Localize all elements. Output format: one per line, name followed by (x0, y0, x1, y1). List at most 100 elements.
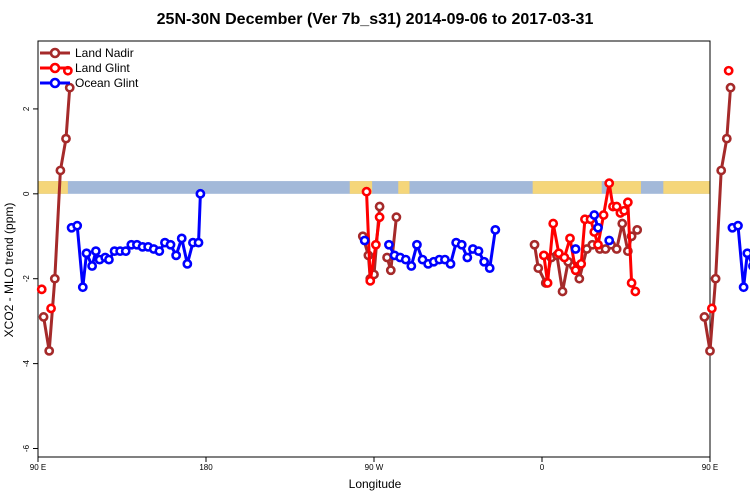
land-glint-point (559, 252, 570, 263)
land-glint-point (622, 197, 633, 208)
ocean-glint-point (412, 239, 422, 250)
ocean-glint-point (484, 263, 495, 274)
x-tick-label: 0 (540, 463, 545, 472)
land-nadir-line (702, 87, 733, 353)
land-nadir-point (391, 212, 402, 223)
land-nadir-point (55, 165, 66, 176)
land-band-segment (38, 181, 68, 194)
ocean-glint-point (742, 248, 750, 259)
land-glint-point (542, 278, 553, 288)
land-band-segment (532, 181, 602, 194)
x-tick-label: 90 E (702, 463, 718, 472)
ocean-glint-point (400, 254, 411, 265)
land-nadir-point (533, 263, 544, 274)
land-nadir-point (38, 312, 49, 322)
land-nadir-point (611, 244, 622, 254)
ocean-glint-line (731, 224, 750, 289)
surface-band (38, 181, 710, 194)
land-nadir-point (574, 273, 585, 284)
x-axis-label: Longitude (349, 477, 402, 491)
ocean-glint-point (193, 237, 204, 248)
land-glint-point (361, 186, 372, 197)
ocean-glint-point (479, 256, 490, 267)
chart-title: 25N-30N December (Ver 7b_s31) 2014-09-06… (157, 11, 594, 28)
ocean-glint-point (120, 246, 131, 257)
ocean-glint-point (90, 246, 101, 257)
land-nadir-point (529, 239, 540, 250)
land-band-segment (398, 181, 410, 194)
land-glint-point (706, 303, 717, 314)
ocean-glint-point (462, 252, 473, 263)
y-tick-label: -6 (22, 444, 31, 452)
land-nadir-line (42, 87, 72, 353)
land-glint-point (374, 212, 385, 223)
ocean-glint-point (87, 261, 98, 271)
ocean-glint-point (570, 244, 581, 254)
land-nadir-point (725, 82, 736, 93)
land-nadir-point (49, 273, 60, 284)
land-nadir-point (705, 345, 715, 356)
y-tick-label: -2 (22, 275, 31, 283)
ocean-glint-point (359, 235, 370, 246)
land-nadir-point (716, 165, 727, 176)
ocean-glint-point (72, 220, 83, 231)
land-glint-point (619, 205, 630, 216)
land-glint-point (46, 303, 56, 314)
land-nadir-point (382, 252, 392, 263)
land-nadir-point (721, 133, 732, 144)
legend-label: Ocean Glint (75, 76, 139, 90)
x-tick-label: 90 E (30, 463, 46, 472)
legend-swatch-marker (49, 47, 61, 59)
series-layer (36, 65, 750, 356)
land-glint-point (723, 65, 734, 76)
land-glint-point (538, 250, 549, 261)
x-tick-label: 180 (199, 463, 213, 472)
land-glint-point (570, 265, 581, 276)
ocean-glint-point (406, 261, 417, 271)
series-land-nadir (38, 82, 736, 356)
x-axis: 90 E 180 90 W 0 90 E (30, 457, 718, 472)
land-nadir-point (617, 218, 628, 229)
land-band-segment (663, 181, 710, 194)
y-axis-label: XCO2 - MLO trend (ppm) (2, 203, 16, 338)
land-glint-line (365, 191, 382, 283)
land-nadir-point (385, 265, 396, 276)
land-nadir-point (557, 286, 568, 297)
ocean-glint-point (473, 246, 484, 257)
ocean-glint-point (384, 239, 394, 250)
ocean-glint-point (604, 235, 615, 246)
ocean-glint-point (738, 282, 749, 293)
land-glint-point (36, 284, 47, 295)
land-glint-point (593, 239, 603, 250)
land-nadir-point (64, 82, 75, 93)
land-glint-point (604, 178, 615, 189)
y-tick-label: 2 (22, 106, 31, 111)
land-glint-point (576, 258, 587, 269)
ocean-glint-point (104, 254, 114, 265)
y-tick-label: 0 (22, 191, 31, 196)
series-ocean-glint (66, 188, 750, 293)
ocean-glint-point (176, 233, 187, 244)
y-axis: 2 0 -2 -4 -6 (22, 106, 38, 452)
x-tick-label: 90 W (365, 463, 384, 472)
ocean-glint-point (195, 188, 206, 199)
ocean-glint-point (490, 224, 501, 235)
land-glint-point (630, 286, 641, 297)
land-glint-point (598, 210, 609, 220)
land-band-segment (607, 181, 641, 194)
ocean-glint-point (182, 258, 193, 269)
land-nadir-point (374, 201, 385, 212)
ocean-glint-point (456, 239, 467, 250)
ocean-glint-point (165, 239, 176, 250)
ocean-glint-point (445, 258, 456, 269)
legend-label: Land Nadir (75, 46, 134, 60)
ocean-glint-point (589, 210, 600, 220)
land-glint-point (548, 218, 559, 229)
land-glint-point (370, 239, 381, 250)
legend-item-land-glint: Land Glint (40, 61, 130, 75)
ocean-glint-point (733, 220, 743, 231)
y-tick-label: -4 (22, 360, 31, 368)
land-glint-point (365, 275, 376, 286)
